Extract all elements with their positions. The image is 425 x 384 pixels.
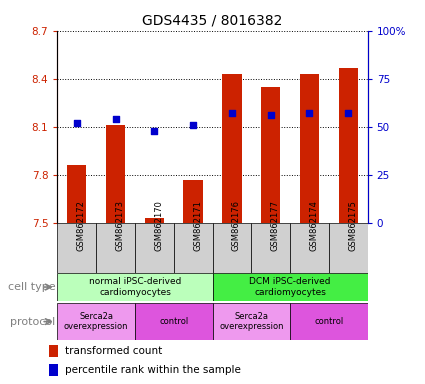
Bar (49, 345, 58, 357)
Text: GSM862170: GSM862170 (154, 200, 163, 251)
Text: GDS4435 / 8016382: GDS4435 / 8016382 (142, 13, 283, 27)
FancyBboxPatch shape (212, 223, 251, 273)
Bar (184, 180, 203, 223)
Bar (261, 87, 280, 223)
Text: normal iPSC-derived
cardiomyocytes: normal iPSC-derived cardiomyocytes (89, 277, 181, 297)
Text: GSM862176: GSM862176 (232, 200, 241, 251)
FancyBboxPatch shape (251, 223, 290, 273)
Point (229, 110, 235, 116)
FancyBboxPatch shape (290, 303, 368, 340)
Point (306, 110, 313, 116)
FancyBboxPatch shape (96, 223, 135, 273)
Point (267, 112, 274, 118)
Point (74, 120, 80, 126)
FancyBboxPatch shape (57, 223, 96, 273)
Text: Serca2a
overexpression: Serca2a overexpression (64, 312, 128, 331)
Bar (106, 125, 125, 223)
Bar (339, 68, 358, 223)
Bar (49, 364, 58, 376)
Text: Serca2a
overexpression: Serca2a overexpression (219, 312, 283, 331)
Point (345, 110, 351, 116)
Bar (67, 165, 86, 223)
Point (190, 122, 196, 128)
Text: GSM862177: GSM862177 (271, 200, 280, 251)
FancyBboxPatch shape (329, 223, 368, 273)
FancyBboxPatch shape (174, 223, 212, 273)
Point (151, 127, 158, 134)
FancyBboxPatch shape (290, 223, 329, 273)
FancyBboxPatch shape (57, 303, 135, 340)
Text: transformed count: transformed count (65, 346, 162, 356)
Text: protocol: protocol (10, 316, 55, 327)
Text: control: control (159, 317, 188, 326)
Text: percentile rank within the sample: percentile rank within the sample (65, 365, 241, 375)
Text: cell type: cell type (8, 282, 55, 292)
Text: GSM862171: GSM862171 (193, 200, 202, 251)
FancyBboxPatch shape (212, 303, 290, 340)
Bar (222, 74, 241, 223)
Bar (144, 218, 164, 223)
Text: GSM862175: GSM862175 (348, 200, 357, 251)
Text: DCM iPSC-derived
cardiomyocytes: DCM iPSC-derived cardiomyocytes (249, 277, 331, 297)
Text: GSM862172: GSM862172 (77, 200, 86, 251)
Text: GSM862174: GSM862174 (309, 200, 318, 251)
FancyBboxPatch shape (135, 303, 212, 340)
FancyBboxPatch shape (57, 273, 212, 301)
Text: GSM862173: GSM862173 (116, 200, 125, 251)
Text: control: control (314, 317, 343, 326)
FancyBboxPatch shape (212, 273, 368, 301)
Bar (300, 74, 319, 223)
Point (112, 116, 119, 122)
FancyBboxPatch shape (135, 223, 174, 273)
